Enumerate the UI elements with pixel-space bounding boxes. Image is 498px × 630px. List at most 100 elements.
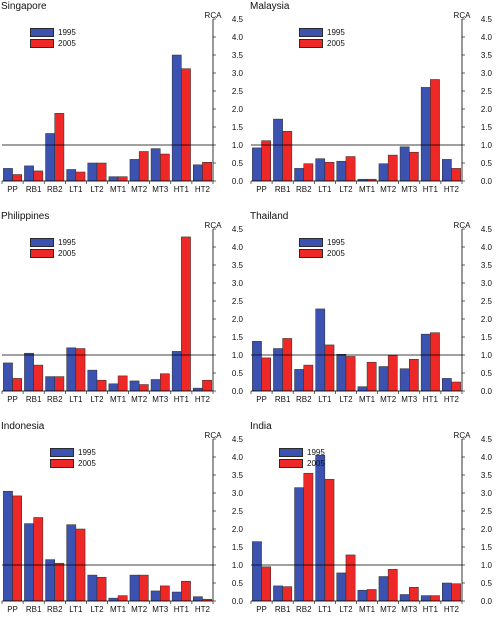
y-tick-label: 1.5 (232, 333, 244, 342)
chart-panel: PP RB1 RB2 LT1 LT2 MT1 MT2 MT3 HT1 HT2 0.0 0.5 1.0 1.… (0, 210, 249, 420)
x-tick-label: MT1 (359, 185, 376, 194)
y-tick-label: 4.5 (232, 225, 244, 234)
bar-1995-RB1 (273, 585, 283, 602)
bar-2005-LT1 (324, 344, 335, 392)
y-tick-label: 0.0 (232, 177, 244, 186)
x-tick-label: MT1 (110, 605, 127, 614)
bar-2005-MT3 (409, 359, 419, 392)
bar-2005-HT2 (451, 168, 461, 182)
y-tick-label: 3.0 (481, 489, 493, 498)
bar-1995-HT2 (442, 582, 452, 602)
bar-1995-MT2 (378, 576, 389, 602)
bar-2005-HT1 (181, 580, 191, 602)
legend-swatch (279, 448, 303, 457)
bar-1995-MT2 (378, 163, 389, 182)
y-tick-label: 2.0 (232, 315, 244, 324)
x-tick-label: LT1 (69, 395, 83, 404)
y-axis-label: RCA (204, 221, 222, 230)
bar-2005-PP (12, 174, 22, 182)
bar-2005-HT1 (430, 595, 440, 602)
legend-label: 2005 (307, 459, 325, 468)
legend-swatch (30, 249, 54, 258)
x-tick-label: LT1 (69, 185, 83, 194)
bar-1995-RB1 (24, 523, 34, 602)
bar-2005-HT2 (202, 379, 212, 392)
x-tick-label: LT2 (339, 605, 353, 614)
legend-label: 2005 (58, 249, 76, 258)
bar-1995-RB2 (45, 133, 55, 182)
bar-1995-HT2 (442, 159, 452, 182)
legend-item: 2005 (299, 248, 345, 259)
bar-1995-HT2 (193, 164, 203, 182)
y-tick-label: 0.0 (481, 177, 493, 186)
x-tick-label: LT1 (318, 185, 332, 194)
bar-2005-RB2 (54, 113, 65, 182)
y-tick-label: 2.5 (481, 297, 493, 306)
bar-1995-HT1 (171, 54, 182, 182)
bar-2005-RB1 (282, 131, 293, 182)
y-tick-label: 3.0 (232, 69, 244, 78)
bar-1995-MT3 (399, 368, 410, 392)
y-tick-label: 1.5 (232, 543, 244, 552)
x-tick-label: LT2 (339, 185, 353, 194)
bar-1995-LT1 (66, 347, 77, 392)
chart-svg: PP RB1 RB2 LT1 LT2 MT1 MT2 MT3 HT1 HT2 0.0 0.5 1.0 1.… (1, 15, 244, 194)
legend-item: 1995 (30, 237, 76, 248)
bar-1995-MT1 (108, 383, 119, 392)
bar-2005-PP (261, 140, 271, 182)
bar-2005-MT2 (387, 355, 398, 392)
chart-title: Philippines (1, 211, 50, 222)
bar-2005-MT3 (160, 373, 170, 392)
bar-1995-RB2 (45, 559, 55, 602)
y-tick-label: 0.0 (481, 387, 493, 396)
bar-2005-RB2 (54, 562, 65, 602)
bar-2005-RB1 (33, 170, 44, 182)
bar-2005-RB1 (282, 338, 293, 392)
x-tick-label: MT2 (131, 605, 148, 614)
y-tick-label: 3.5 (232, 261, 244, 270)
bar-1995-LT2 (87, 162, 98, 182)
x-tick-label: RB1 (26, 185, 42, 194)
bar-2005-RB2 (303, 364, 314, 392)
chart-legend: 1995 2005 (30, 237, 76, 259)
bar-2005-LT2 (345, 156, 356, 182)
legend-item: 2005 (50, 458, 96, 469)
legend-swatch (30, 28, 54, 37)
y-tick-label: 2.5 (232, 87, 244, 96)
bar-2005-MT3 (160, 585, 170, 602)
y-tick-label: 2.0 (481, 105, 493, 114)
x-tick-label: RB1 (275, 395, 291, 404)
x-tick-label: LT2 (90, 185, 104, 194)
bar-2005-MT1 (117, 375, 128, 392)
bar-2005-MT2 (387, 569, 398, 602)
y-tick-label: 0.5 (481, 369, 493, 378)
bar-2005-RB2 (54, 376, 65, 392)
bar-2005-RB2 (303, 163, 314, 182)
y-tick-label: 4.0 (481, 243, 493, 252)
x-tick-label: PP (7, 185, 18, 194)
bar-1995-MT1 (357, 386, 368, 392)
chart-svg: PP RB1 RB2 LT1 LT2 MT1 MT2 MT3 HT1 HT2 0.0 0.5 1.0 1.… (1, 225, 244, 404)
bar-1995-RB1 (273, 118, 283, 182)
y-tick-label: 1.0 (232, 561, 244, 570)
bar-2005-MT1 (366, 589, 377, 602)
legend-swatch (50, 448, 74, 457)
y-tick-label: 4.5 (481, 435, 493, 444)
bar-2005-HT1 (181, 236, 191, 392)
y-tick-label: 1.5 (481, 123, 493, 132)
legend-swatch (299, 39, 323, 48)
bar-1995-LT2 (336, 572, 347, 602)
y-tick-label: 0.0 (232, 387, 244, 396)
chart-svg: PP RB1 RB2 LT1 LT2 MT1 MT2 MT3 HT1 HT2 0.0 0.5 1.0 1.… (250, 225, 493, 404)
bar-1995-MT2 (129, 380, 140, 392)
x-tick-label: MT1 (110, 395, 127, 404)
x-tick-label: PP (7, 605, 18, 614)
bar-1995-MT3 (399, 594, 410, 602)
bar-2005-LT2 (96, 379, 107, 392)
legend-swatch (299, 238, 323, 247)
x-tick-label: RB1 (275, 605, 291, 614)
x-tick-label: HT1 (174, 395, 190, 404)
bar-1995-RB2 (294, 487, 304, 602)
bar-2005-PP (12, 378, 22, 392)
